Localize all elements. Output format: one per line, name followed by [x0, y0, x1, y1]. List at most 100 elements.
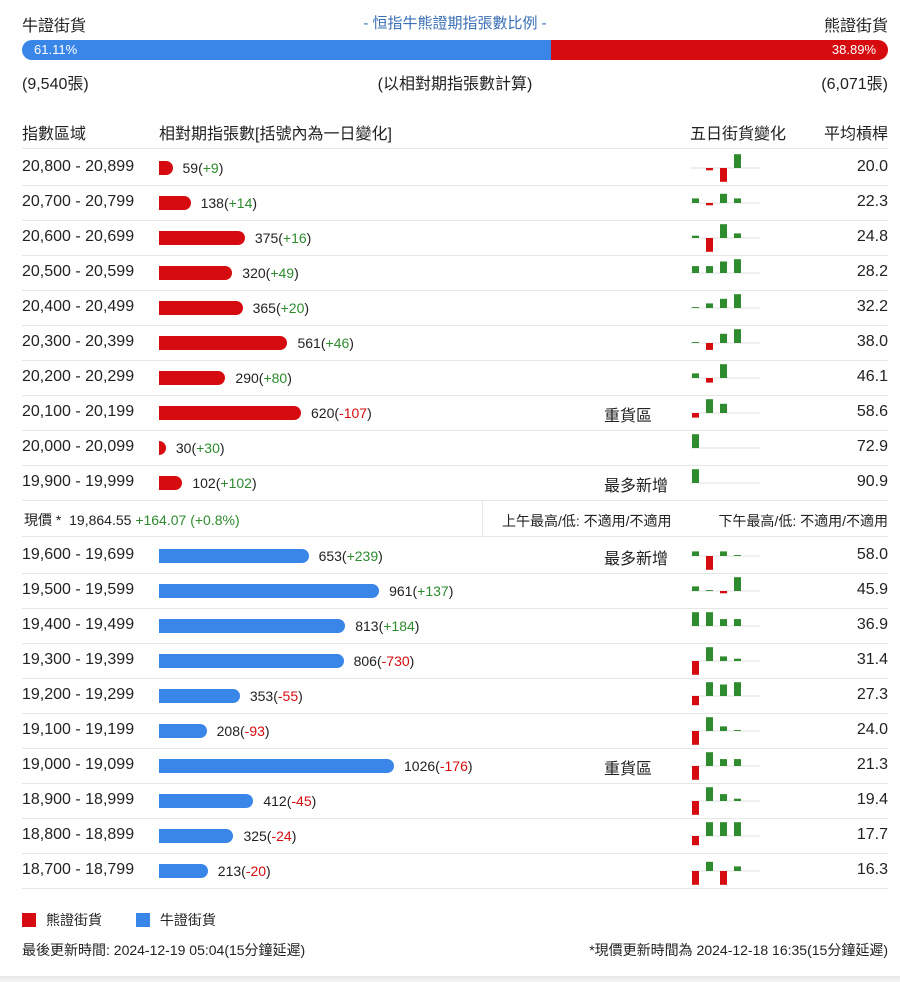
index-range: 20,400 - 20,499 [22, 298, 135, 315]
table-row: 20,300 - 20,399 561(+46) 38.0 [22, 325, 888, 361]
table-row: 20,100 - 20,199 620(-107) 重貨區 58.6 [22, 395, 888, 431]
index-range: 19,300 - 19,399 [22, 651, 135, 668]
contracts-value: 213(-20) [217, 863, 271, 879]
sparkline-bar [734, 329, 741, 343]
contracts-count: 561 [297, 335, 321, 351]
sparkline-bar [692, 307, 699, 308]
bull-contracts-bar [159, 864, 208, 878]
avg-leverage: 27.3 [856, 686, 888, 703]
contracts-value: 30(+30) [175, 440, 225, 456]
one-day-change: +184 [383, 618, 415, 634]
contracts-value: 208(-93) [216, 723, 270, 739]
avg-leverage: 31.4 [856, 651, 888, 668]
bear-ratio-segment: 38.89% [551, 40, 888, 60]
sparkline-bar [692, 731, 699, 745]
contracts-count: 30 [175, 440, 192, 456]
five-day-sparkline [690, 294, 760, 309]
table-row: 20,600 - 20,699 375(+16) 24.8 [22, 220, 888, 256]
sparkline-bar [706, 203, 713, 206]
contracts-count: 59 [182, 160, 199, 176]
sparkline-bar [720, 298, 727, 308]
one-day-change: +49 [270, 265, 295, 281]
contracts-value: 806(-730) [353, 653, 415, 669]
table-row: 19,500 - 19,599 961(+137) 45.9 [22, 573, 888, 609]
sparkline-bar [692, 434, 699, 448]
sparkline-bar [706, 682, 713, 696]
contracts-value: 561(+46) [297, 335, 354, 351]
table-row: 19,100 - 19,199 208(-93) 24.0 [22, 713, 888, 749]
table-header: 指數區域 相對期指張數[括號內為一日變化] 五日街貨變化 平均槓桿 [22, 120, 888, 149]
avg-leverage: 46.1 [856, 368, 888, 385]
sparkline-bar [734, 233, 741, 238]
zone-tag: 最多新增 [604, 551, 669, 568]
table-row: 20,700 - 20,799 138(+14) 22.3 [22, 185, 888, 221]
five-day-sparkline [690, 551, 760, 570]
legend: 熊證街貨 牛證街貨 [22, 910, 246, 930]
bull-header-label: 牛證街貨 [22, 18, 87, 35]
sparkline-bar [706, 303, 713, 308]
contracts-value: 653(+239) [318, 548, 383, 564]
table-row: 19,400 - 19,499 813(+184) 36.9 [22, 608, 888, 644]
bear-contracts-bar [159, 441, 166, 455]
sparkline-bar [706, 861, 713, 871]
index-range: 19,200 - 19,299 [22, 686, 135, 703]
sparkline-bar [692, 871, 699, 885]
five-day-sparkline [690, 364, 760, 383]
current-price: 現價 * 19,864.55 +164.07 (+0.8%) [24, 510, 240, 530]
sparkline-bar [692, 661, 699, 675]
table-row: 20,400 - 20,499 365(+20) 32.2 [22, 290, 888, 326]
sparkline-bar [706, 238, 713, 252]
legend-bull-label: 牛證街貨 [159, 912, 216, 928]
contracts-count: 620 [311, 405, 335, 421]
one-day-change: +30 [196, 440, 220, 456]
avg-leverage: 24.8 [856, 228, 888, 245]
table-row: 20,500 - 20,599 320(+49) 28.2 [22, 255, 888, 291]
index-range: 18,700 - 18,799 [22, 861, 135, 878]
contracts-value: 961(+137) [389, 583, 454, 599]
sparkline-bar [720, 822, 727, 836]
bull-contracts-bar [159, 794, 254, 808]
bull-contracts-bar [159, 829, 234, 843]
contracts-count: 653 [318, 548, 342, 564]
one-day-change: -55 [277, 688, 299, 704]
index-range: 20,100 - 20,199 [22, 403, 135, 420]
avg-leverage: 17.7 [856, 826, 888, 843]
contracts-count: 365 [252, 300, 276, 316]
five-day-sparkline [690, 577, 760, 594]
five-day-sparkline [690, 822, 760, 846]
five-day-sparkline [690, 193, 760, 206]
table-row: 19,900 - 19,999 102(+102) 最多新增 90.9 [22, 465, 888, 501]
sparkline-bar [734, 154, 741, 168]
sparkline-bar [706, 343, 713, 350]
sparkline-bar [734, 555, 741, 556]
bear-contracts-bar [159, 336, 288, 350]
contracts-value: 59(+9) [182, 160, 224, 176]
one-day-change: +137 [417, 583, 449, 599]
contracts-count: 412 [263, 793, 287, 809]
one-day-change: +239 [346, 548, 379, 564]
sparkline-bar [734, 822, 741, 836]
sparkline-bar [720, 333, 727, 343]
contracts-count: 1026 [404, 758, 436, 774]
avg-leverage: 20.0 [856, 158, 888, 175]
index-range: 19,400 - 19,499 [22, 616, 135, 633]
contracts-count: 325 [243, 828, 267, 844]
five-day-sparkline [690, 612, 760, 627]
contracts-count: 806 [353, 653, 377, 669]
count-note: (以相對期指張數計算) [377, 76, 533, 93]
contracts-value: 375(+16) [254, 230, 312, 246]
avg-leverage: 58.0 [856, 546, 888, 563]
one-day-change: +20 [280, 300, 305, 316]
sparkline-bar [692, 373, 699, 378]
panel-bottom-shadow [0, 976, 900, 982]
am-high-low: 上午最高/低: 不適用/不適用 [502, 513, 672, 529]
zone-tag: 重貨區 [604, 761, 653, 778]
one-day-change: +16 [282, 230, 307, 246]
bear-contracts-bar [159, 196, 191, 210]
contracts-value: 353(-55) [249, 688, 303, 704]
sparkline-bar [692, 342, 699, 343]
contracts-count: 290 [235, 370, 259, 386]
sparkline-bar [692, 612, 699, 626]
contracts-count: 320 [242, 265, 266, 281]
five-day-sparkline [690, 469, 760, 484]
